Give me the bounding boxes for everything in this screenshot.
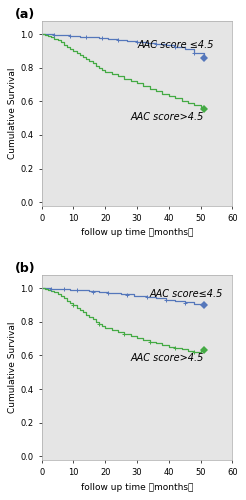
Text: AAC score ≤4.5: AAC score ≤4.5 bbox=[137, 40, 214, 50]
X-axis label: follow up time （months）: follow up time （months） bbox=[81, 228, 193, 237]
Y-axis label: Cumulative Survival: Cumulative Survival bbox=[8, 68, 17, 159]
Text: AAC score>4.5: AAC score>4.5 bbox=[131, 112, 204, 122]
Text: (b): (b) bbox=[15, 262, 36, 275]
Text: AAC score≤4.5: AAC score≤4.5 bbox=[150, 288, 223, 298]
X-axis label: follow up time （months）: follow up time （months） bbox=[81, 482, 193, 492]
Text: AAC score>4.5: AAC score>4.5 bbox=[131, 352, 204, 362]
Y-axis label: Cumulative Survival: Cumulative Survival bbox=[8, 322, 17, 413]
Text: (a): (a) bbox=[15, 8, 35, 20]
